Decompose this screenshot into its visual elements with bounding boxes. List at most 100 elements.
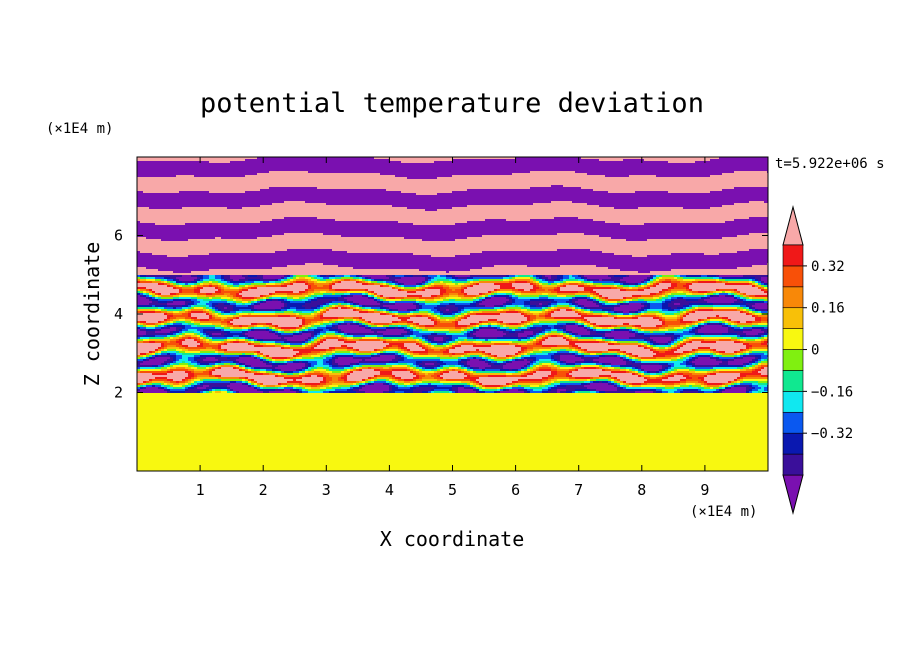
heatmap-cell: [197, 283, 201, 286]
heatmap-cell: [581, 281, 585, 284]
heatmap-cell: [434, 281, 441, 284]
heatmap-cell: [416, 371, 420, 374]
heatmap-cell: [683, 315, 687, 318]
heatmap-cell: [311, 299, 318, 302]
heatmap-cell: [137, 287, 147, 290]
heatmap-cell: [533, 347, 552, 350]
heatmap-cell: [677, 347, 681, 350]
heatmap-cell: [494, 293, 498, 296]
heatmap-cell: [626, 289, 639, 292]
heatmap-cell: [230, 297, 234, 300]
heatmap-cell: [374, 299, 378, 302]
heatmap-cell: [659, 369, 663, 372]
heatmap-cell: [398, 339, 417, 342]
heatmap-cell: [671, 367, 675, 370]
heatmap-cell: [308, 341, 312, 344]
heatmap-cell: [578, 353, 582, 356]
heatmap-cell: [299, 383, 306, 386]
heatmap-cell: [443, 299, 450, 302]
heatmap-cell: [629, 357, 633, 360]
heatmap-cell: [608, 311, 615, 314]
heatmap-cell: [314, 311, 318, 314]
heatmap-cell: [608, 275, 615, 278]
heatmap-cell: [197, 359, 204, 362]
heatmap-cell: [149, 359, 168, 362]
heatmap-cell: [137, 253, 153, 256]
heatmap-cell: [584, 283, 588, 286]
heatmap-cell: [257, 381, 288, 384]
heatmap-cell: [581, 367, 585, 370]
heatmap-cell: [251, 323, 258, 326]
heatmap-cell: [725, 323, 729, 326]
heatmap-cell: [707, 317, 711, 320]
heatmap-cell: [209, 367, 213, 370]
heatmap-cell: [452, 337, 459, 340]
heatmap-cell: [578, 283, 585, 286]
heatmap-cell: [602, 297, 606, 300]
heatmap-cell: [614, 307, 642, 310]
heatmap-cell: [272, 369, 279, 372]
heatmap-cell: [755, 317, 762, 320]
heatmap-cell: [599, 301, 603, 304]
heatmap-cell: [425, 287, 429, 290]
heatmap-cell: [533, 373, 552, 376]
heatmap-cell: [497, 329, 501, 332]
heatmap-cell: [332, 363, 339, 366]
heatmap-cell: [497, 323, 501, 326]
heatmap-cell: [449, 295, 459, 298]
heatmap-cell: [635, 283, 639, 286]
heatmap-cell: [566, 349, 573, 352]
heatmap-cell: [137, 157, 258, 160]
heatmap-cell: [275, 283, 282, 286]
heatmap-cell: [653, 295, 660, 298]
heatmap-cell: [359, 309, 363, 312]
heatmap-cell: [338, 317, 345, 320]
heatmap-cell: [713, 293, 717, 296]
heatmap-cell: [284, 283, 291, 286]
heatmap-cell: [176, 341, 183, 344]
heatmap-cell: [764, 337, 768, 340]
heatmap-cell: [434, 285, 444, 288]
heatmap-cell: [308, 287, 312, 290]
heatmap-cell: [332, 307, 336, 310]
heatmap-cell: [449, 279, 456, 282]
heatmap-cell: [692, 363, 696, 366]
heatmap-cell: [692, 281, 699, 284]
heatmap-cell: [305, 369, 309, 372]
heatmap-cell: [716, 291, 723, 294]
heatmap-cell: [479, 299, 483, 302]
heatmap-cell: [368, 323, 372, 326]
heatmap-cell: [533, 351, 543, 354]
heatmap-cell: [167, 319, 171, 322]
heatmap-cell: [356, 321, 360, 324]
heatmap-cell: [137, 369, 141, 372]
heatmap-cell: [620, 367, 627, 370]
heatmap-cell: [608, 341, 612, 344]
heatmap-cell: [578, 355, 585, 358]
heatmap-cell: [308, 363, 312, 366]
heatmap-cell: [629, 329, 633, 332]
heatmap-cell: [221, 291, 240, 294]
heatmap-cell: [575, 377, 591, 380]
heatmap-cell: [602, 315, 609, 318]
heatmap-cell: [137, 231, 768, 234]
heatmap-cell: [242, 297, 255, 300]
heatmap-cell: [662, 289, 669, 292]
heatmap-cell: [395, 275, 405, 278]
heatmap-cell: [245, 363, 267, 366]
heatmap-cell: [440, 313, 444, 316]
heatmap-cell: [737, 291, 741, 294]
heatmap-cell: [464, 307, 495, 310]
heatmap-cell: [416, 361, 423, 364]
heatmap-cell: [491, 345, 516, 348]
heatmap-cell: [614, 207, 639, 210]
heatmap-cell: [668, 309, 675, 312]
heatmap-cell: [737, 351, 741, 354]
heatmap-cell: [638, 285, 642, 288]
heatmap-cell: [146, 383, 153, 386]
heatmap-cell: [365, 385, 390, 388]
heatmap-cell: [203, 275, 210, 278]
heatmap-cell: [587, 203, 735, 206]
heatmap-cell: [266, 359, 270, 362]
heatmap-cell: [281, 385, 288, 388]
